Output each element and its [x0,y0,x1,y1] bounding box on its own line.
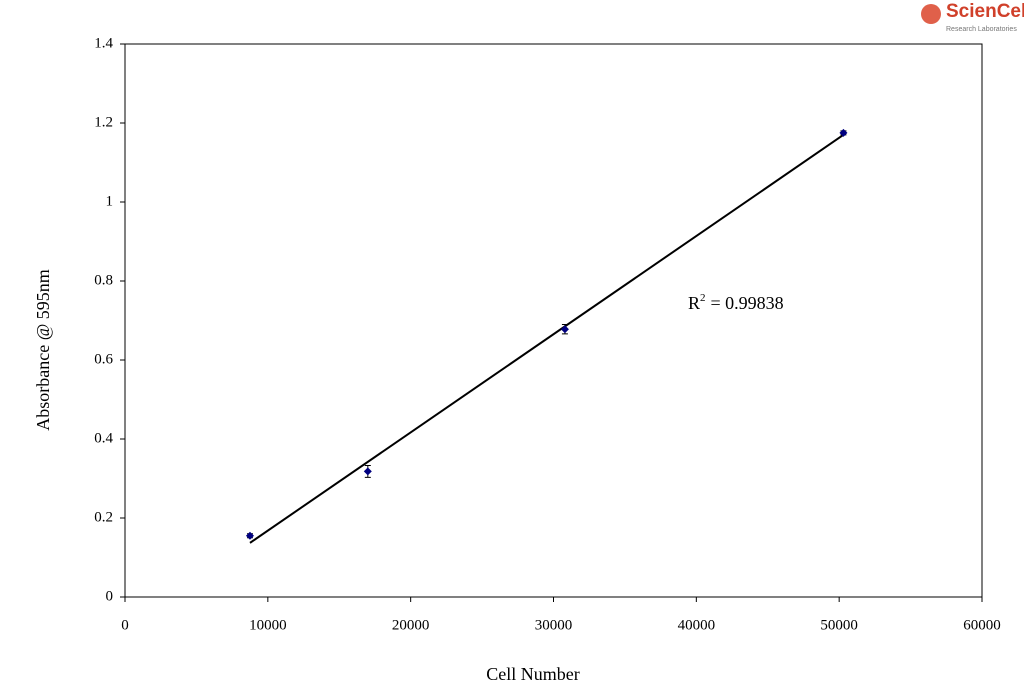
y-tick-label: 0.4 [94,430,113,446]
point [363,467,372,476]
y-tick-label: 0.2 [94,509,113,525]
annotation-suffix: = 0.99838 [711,293,784,313]
annotation-sup: 2 [700,292,706,304]
x-tick-label: 10000 [249,617,287,633]
x-tick-label: 40000 [678,617,716,633]
y-tick-label: 0.8 [94,272,113,288]
y-tick-label: 0.6 [94,351,113,367]
point [245,531,254,540]
logo: ScienCell Research Laboratories [921,1,1024,33]
plot-frame [124,43,983,598]
x-tick-label: 60000 [963,617,1001,633]
point [560,325,569,334]
trendline [249,134,845,544]
logo-name: ScienCell [946,1,1024,22]
x-axis-title: Cell Number [486,664,579,684]
y-tick-label: 1.2 [94,114,113,130]
y-tick-label: 1 [106,193,114,209]
y-tick-label: 0 [106,588,114,604]
x-tick-label: 0 [121,617,129,633]
y-tick-label: 1.4 [94,35,113,51]
point [839,128,848,137]
r-squared-annotation: R2 = 0.99838 [688,292,784,314]
logo-icon [921,4,941,24]
x-tick-label: 30000 [535,617,573,633]
logo-subtitle: Research Laboratories [946,26,1017,33]
annotation-prefix: R [688,293,700,313]
y-axis-title: Absorbance @ 595nm [33,269,53,431]
x-tick-label: 20000 [392,617,430,633]
x-tick-label: 50000 [820,617,858,633]
